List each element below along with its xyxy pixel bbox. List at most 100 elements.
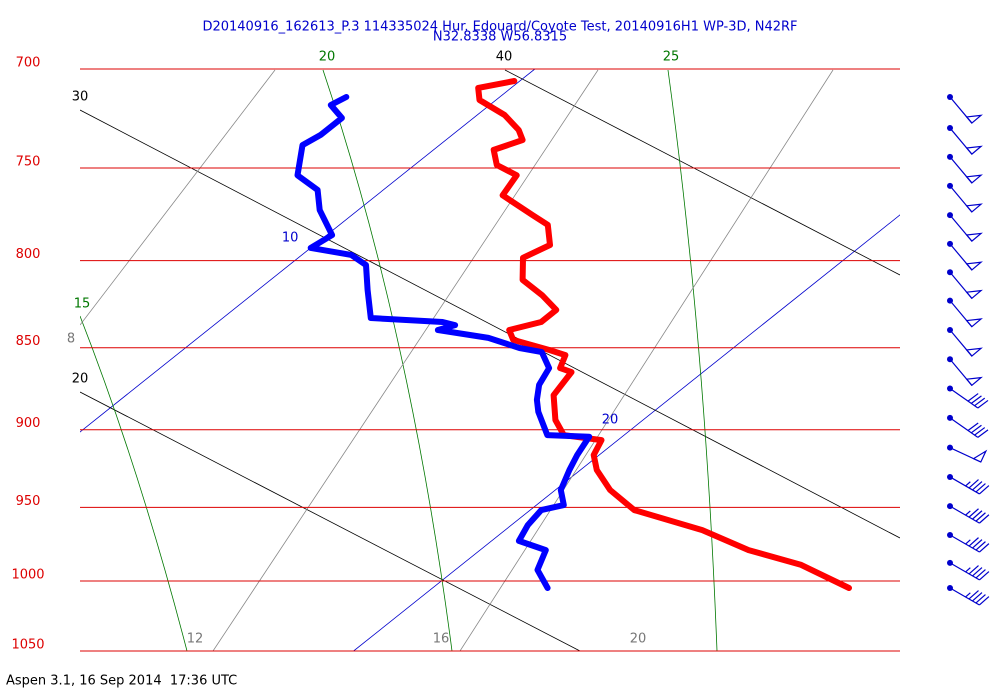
barb-flag — [965, 289, 983, 300]
dry-adiabat — [504, 69, 900, 276]
barb-half-feather — [965, 567, 971, 573]
barb-feather — [972, 592, 983, 602]
barb-feather — [979, 485, 990, 495]
barb-feather — [968, 537, 979, 547]
isobar-label: 750 — [16, 155, 41, 170]
wind-barb — [947, 153, 983, 184]
wind-barb — [947, 356, 983, 387]
barb-flag — [965, 261, 983, 271]
wind-barb — [947, 269, 983, 300]
wind-barb — [947, 212, 983, 242]
wind-barb — [947, 532, 990, 553]
isobar-label: 1050 — [11, 638, 44, 653]
mixing-ratio-label: 20 — [630, 632, 647, 647]
barb-flag — [972, 449, 988, 463]
chart-subtitle: N32.8338 W56.8315 — [433, 30, 567, 45]
barb-half-feather — [965, 481, 971, 487]
barb-flag — [965, 203, 983, 213]
barb-feather — [975, 594, 986, 604]
wind-barb — [947, 385, 989, 409]
barb-feather — [972, 567, 983, 577]
barb-feather — [977, 399, 989, 409]
barb-staff — [949, 562, 980, 581]
wind-barb — [947, 559, 990, 581]
plot-layer: 700 750 800 850 900 950 1000 1050 10 20 30 40 20 15 20… — [11, 50, 990, 653]
isotherm — [80, 69, 536, 433]
mixing-ratio-line — [80, 69, 276, 326]
barb-feather — [975, 569, 986, 579]
wind-barb — [947, 94, 983, 124]
moist-adiabat-label: 25 — [663, 50, 680, 65]
isobar-label: 1000 — [11, 567, 44, 582]
wind-barb — [947, 125, 983, 155]
barb-feather — [970, 395, 982, 404]
barb-feather — [972, 481, 983, 491]
barb-feather — [974, 427, 986, 436]
barb-flag — [965, 232, 983, 242]
background-lines — [80, 69, 900, 651]
mixing-ratio-label: 12 — [187, 632, 204, 647]
barb-feather — [975, 512, 986, 522]
moist-adiabat-label: 20 — [319, 50, 336, 65]
isobar-label: 950 — [16, 494, 41, 509]
footer: Aspen 3.1, 16 Sep 2014 17:36 UTC — [6, 674, 237, 689]
barb-flag — [965, 174, 983, 184]
mixing-ratio-line — [212, 69, 599, 651]
barb-feather — [967, 422, 979, 431]
barb-half-feather — [965, 592, 971, 598]
profile-line — [475, 78, 852, 591]
wind-barb — [947, 297, 983, 328]
barb-flag — [965, 318, 983, 328]
isobar-label: 800 — [16, 247, 41, 262]
barb-feather — [968, 479, 979, 489]
chart-title: D20140916_162613_P.3 114335024 Hur. Edou… — [202, 20, 797, 35]
profile-line — [294, 94, 593, 591]
barb-feather — [972, 510, 983, 520]
barb-staff — [949, 505, 980, 524]
mixing-ratio-label: 8 — [67, 332, 75, 347]
barb-feather — [975, 541, 986, 551]
wind-barb — [947, 240, 983, 271]
barb-feather — [979, 514, 990, 524]
barb-feather — [968, 508, 979, 518]
wind-barb — [947, 503, 990, 524]
barb-flag — [965, 145, 983, 155]
isotherm-label: 20 — [602, 413, 619, 428]
moist-adiabat-label: 15 — [74, 297, 91, 312]
barb-feather — [972, 539, 983, 549]
isobar-label: 700 — [16, 56, 41, 71]
isotherm — [353, 214, 900, 651]
barb-half-feather — [965, 539, 971, 545]
dry-adiabat-label: 20 — [72, 372, 89, 387]
wind-barb — [947, 182, 983, 213]
barb-feather — [977, 429, 989, 438]
mixing-ratio-label: 16 — [433, 632, 450, 647]
isobar-label: 850 — [16, 334, 41, 349]
wind-barb — [947, 473, 990, 495]
barb-flag — [965, 347, 983, 357]
barb-feather — [979, 543, 990, 553]
isotherm-label: 10 — [282, 231, 299, 246]
dry-adiabat — [80, 391, 581, 651]
barb-flag — [965, 114, 983, 124]
isobar-label: 900 — [16, 416, 41, 431]
wind-barb — [947, 414, 989, 438]
barb-feather — [967, 393, 979, 402]
barb-staff — [949, 476, 980, 495]
moist-adiabat — [322, 69, 453, 651]
wind-barb — [947, 584, 990, 606]
barb-feather — [979, 571, 990, 581]
barb-feather — [979, 596, 990, 606]
moist-adiabat — [80, 315, 188, 651]
barb-staff — [949, 387, 979, 409]
moist-adiabat — [667, 69, 718, 651]
barb-feather — [968, 565, 979, 575]
wind-barb — [947, 444, 988, 463]
barb-feather — [968, 590, 979, 600]
barb-staff — [949, 417, 979, 438]
barb-feather — [970, 424, 982, 434]
barb-staff — [949, 534, 980, 553]
wind-barb — [947, 327, 983, 357]
